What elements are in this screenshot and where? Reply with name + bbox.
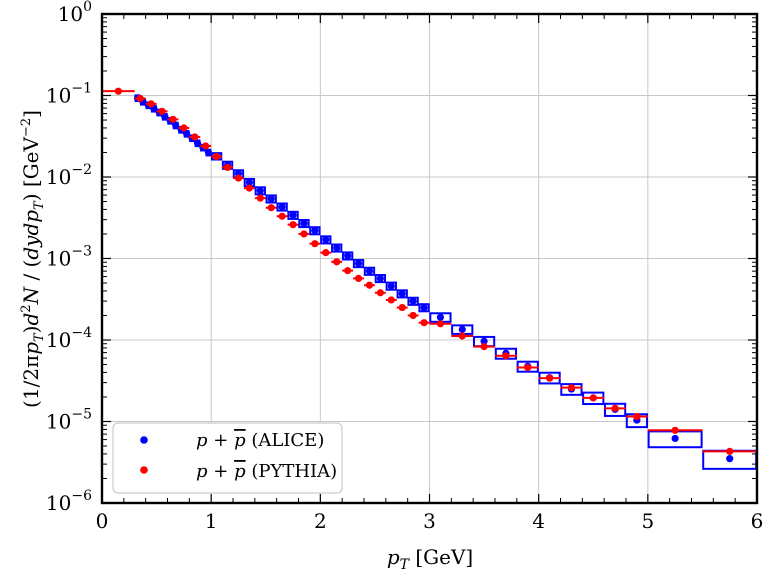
legend: p + p (ALICE) p + p (PYTHIA) [112,422,343,494]
pythia-point [398,303,406,312]
pythia-point [524,363,532,372]
x-tick-label: 2 [314,509,327,533]
alice-point [322,236,330,244]
pythia-point [420,319,428,327]
legend-pythia-marker [140,466,148,474]
alice-point [376,274,384,282]
alice-point [436,313,445,321]
y-tick-label: 10−3 [46,244,92,271]
x-tick-label: 3 [423,509,436,533]
legend-alice-label: p + p (ALICE) [196,430,324,451]
alice-point [172,121,180,129]
y-tick-label: 100 [58,0,92,26]
pythia-point [344,267,352,275]
y-tick-label: 10−5 [46,407,92,434]
pythia-point [436,320,445,328]
x-tick-label: 5 [641,509,654,533]
pythia-point [726,447,734,455]
pythia-point [278,212,286,220]
alice-point [387,282,395,290]
pythia-point [365,281,374,289]
legend-box [112,422,343,494]
alice-point [671,434,679,443]
ticks [101,13,758,504]
pythia-point [289,221,297,229]
alice-point [365,267,374,275]
x-tick-label: 0 [96,509,109,533]
pythia-point [158,107,166,115]
pythia-point [409,311,417,320]
y-tick-label: 10−4 [46,325,92,352]
alice-point [480,337,488,345]
pythia-point [322,249,330,257]
alice-point [204,148,213,157]
alice-point [267,195,275,203]
pythia-point [376,289,384,297]
pythia-point [300,230,308,238]
alice-point [420,303,428,312]
x-tick-label: 4 [532,509,545,533]
pythia-point [202,142,210,150]
pythia-point [256,194,264,202]
alice-point [161,113,169,121]
alice-point [409,297,417,305]
pythia-point [234,174,243,182]
pythia-point [245,184,253,192]
pythia-point [311,240,319,248]
pythia-point [354,274,363,282]
x-axis-label: pT [GeV] [387,545,473,573]
alice-point [300,219,308,227]
alice-point [183,130,191,138]
pythia-point [671,426,679,434]
pythia-point [147,100,155,108]
alice-point [354,259,363,268]
alice-point [289,211,297,219]
x-tick-label: 6 [751,509,764,533]
pythia-point [611,404,619,412]
pythia-point [458,332,466,340]
pythia-point [223,163,232,172]
pythia-point [589,394,597,402]
alice-point [333,244,341,252]
pythia-point [180,124,188,132]
y-tick-labels: 10−6 10−5 10−4 10−3 10−2 10−1 100 [46,0,92,515]
x-tick-labels: 0 1 2 3 4 5 6 [96,509,764,533]
y-tick-label: 10−2 [46,162,92,189]
pythia-point [213,152,221,161]
y-tick-label: 10−1 [46,81,92,108]
x-tick-label: 1 [205,509,218,533]
alice-point [311,226,319,235]
alice-point [344,252,352,260]
legend-alice-marker [140,436,148,444]
y-axis-label: (1/2πpT)d2N / (dydpT) [GeV−2] [19,110,47,408]
grid [102,14,757,503]
pythia-point [333,258,341,266]
legend-pythia-label: p + p (PYTHIA) [196,461,337,482]
alice-point [256,187,264,195]
pythia-point [480,342,488,351]
pythia-point [387,296,395,304]
pythia-point [567,384,576,392]
pythia-series [102,87,757,455]
alice-point [278,203,286,211]
pythia-point [114,87,122,95]
alice-point [458,325,466,333]
pythia-point [136,94,144,103]
alice-point [398,290,406,298]
alice-point [726,455,734,463]
pythia-point [545,374,554,382]
pythia-point [502,352,510,360]
alice-point [245,178,253,186]
pythia-point [633,412,641,421]
pythia-point [169,115,177,123]
pythia-point [191,133,199,141]
y-tick-label: 10−6 [46,488,92,515]
alice-point [193,139,202,147]
pythia-point [267,204,275,212]
alice-error-box [603,402,627,417]
